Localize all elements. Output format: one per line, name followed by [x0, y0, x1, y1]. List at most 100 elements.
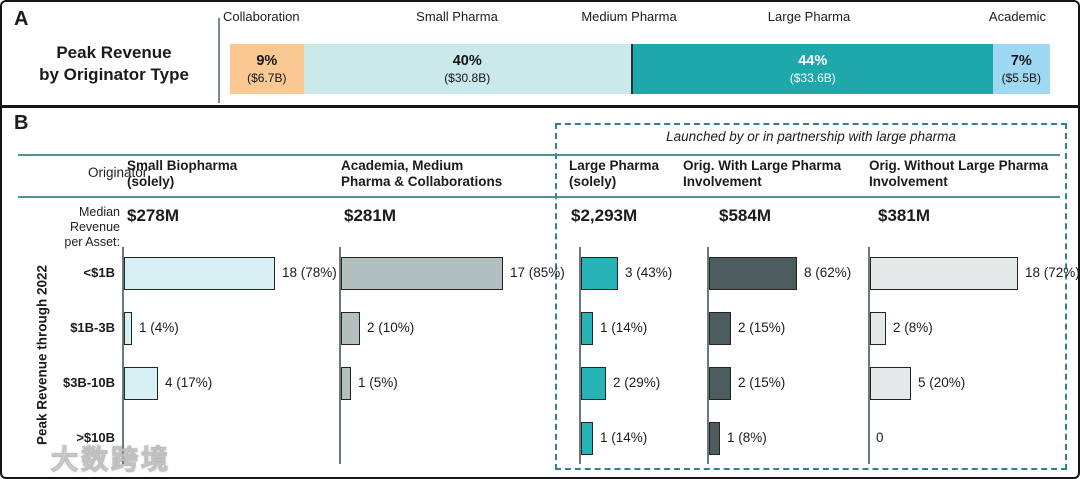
- column-header-2: Large Pharma (solely): [569, 158, 659, 189]
- category-label: <$1B: [83, 265, 115, 280]
- bar-value-label: 1 (8%): [727, 430, 767, 445]
- bar: [870, 312, 886, 345]
- column-header-line: Small Biopharma: [127, 158, 238, 173]
- median-revenue-value: $281M: [344, 206, 396, 225]
- large-pharma-group-box: [555, 123, 1067, 470]
- column-header-line: (solely): [127, 173, 175, 189]
- bar: [581, 367, 606, 400]
- bar-value-label: 8 (62%): [804, 265, 852, 280]
- bar-value-label: 1 (14%): [600, 320, 648, 335]
- category-label: $3B-10B: [62, 375, 115, 390]
- bar-value-label: 1 (14%): [600, 430, 648, 445]
- segment-large-pharma: 44% ($33.6B): [632, 44, 993, 94]
- watermark: 大数跨境: [8, 438, 171, 477]
- bar: [581, 422, 593, 455]
- segment-academic: 7% ($5.5B): [992, 44, 1050, 94]
- header-rule-bottom: [18, 196, 1060, 198]
- column-header-line: Orig. Without Large Pharma: [869, 158, 1049, 173]
- category-label: >$10B: [76, 430, 115, 445]
- bar: [341, 367, 351, 400]
- column-header-line: Large Pharma: [569, 158, 660, 173]
- median-revenue-value: $278M: [127, 206, 179, 225]
- segment-small-pharma: 40% ($30.8B): [303, 44, 631, 94]
- bar-value-label: 2 (8%): [893, 320, 933, 335]
- bar-top-label-medium-pharma: Medium Pharma: [581, 9, 677, 24]
- bar-value-label: 2 (15%): [738, 375, 786, 390]
- chart-axis: [707, 247, 709, 464]
- bar: [709, 312, 731, 345]
- panel-divider-line: [2, 105, 1078, 108]
- column-header-4: Orig. Without Large Pharma Involvement: [869, 158, 1048, 189]
- bar: [870, 257, 1018, 290]
- bar-value-label: 2 (15%): [738, 320, 786, 335]
- watermark-logo-icon: [10, 441, 45, 472]
- bar: [709, 257, 797, 290]
- watermark-text: 大数跨境: [51, 445, 171, 476]
- column-header-line: Orig. With Large Pharma: [683, 158, 842, 173]
- bar: [124, 312, 132, 345]
- column-header-line: Involvement: [683, 173, 762, 189]
- bar-top-label-academic: Academic: [988, 9, 1046, 24]
- median-label-line1: Median Revenue: [69, 205, 120, 234]
- segment-amount-label: ($6.7B): [247, 70, 287, 85]
- median-revenue-value: $381M: [878, 206, 930, 225]
- median-revenue-value: $2,293M: [571, 206, 638, 225]
- segment-amount-label: ($33.6B): [789, 70, 836, 85]
- segment-pct-label: 40%: [452, 53, 482, 70]
- chart-axis: [579, 247, 581, 464]
- column-header-0: Small Biopharma (solely): [127, 158, 237, 189]
- median-revenue-row-label: Median Revenue per Asset:: [28, 205, 120, 250]
- y-axis-label: Peak Revenue through 2022: [34, 264, 50, 446]
- bar-value-label: 0: [876, 430, 884, 445]
- bar: [581, 257, 618, 290]
- segment-divider-medium-pharma: [630, 44, 633, 94]
- bar: [341, 312, 360, 345]
- header-rule-top: [18, 154, 1060, 156]
- chart-axis: [339, 247, 341, 464]
- column-header-1: Academia, Medium Pharma & Collaborations: [341, 158, 502, 189]
- panel-a-title-line2: by Originator Type: [39, 65, 189, 84]
- bar-value-label: 18 (72%): [1025, 265, 1080, 280]
- large-pharma-group-caption: Launched by or in partnership with large…: [666, 129, 956, 144]
- bar-value-label: 2 (10%): [367, 320, 415, 335]
- bar-value-label: 18 (78%): [282, 265, 337, 280]
- bar: [581, 312, 593, 345]
- stacked-bar: 9% ($6.7B) 40% ($30.8B) 44% ($33.6B) 7% ($5.5B): [230, 44, 1050, 94]
- bar-value-label: 5 (20%): [918, 375, 966, 390]
- panel-a-title: Peak Revenue by Originator Type: [10, 42, 218, 86]
- bar-value-label: 17 (85%): [510, 265, 565, 280]
- panel-a-axis-line: [218, 18, 220, 103]
- column-header-line: Academia, Medium: [341, 158, 464, 173]
- column-header-line: (solely): [569, 173, 617, 189]
- bar-value-label: 4 (17%): [165, 375, 213, 390]
- bar-value-label: 1 (4%): [139, 320, 179, 335]
- bar-top-label-collaboration: Collaboration: [223, 9, 300, 24]
- bar: [870, 367, 911, 400]
- bar-top-label-small-pharma: Small Pharma: [416, 9, 498, 24]
- category-label: $1B-3B: [70, 320, 115, 335]
- column-header-line: Involvement: [869, 173, 948, 189]
- panel-a-label: A: [14, 8, 29, 30]
- panel-a-title-line1: Peak Revenue: [56, 43, 172, 62]
- column-header-3: Orig. With Large Pharma Involvement: [683, 158, 841, 189]
- bar: [124, 257, 275, 290]
- bar: [124, 367, 158, 400]
- bar-value-label: 3 (43%): [625, 265, 673, 280]
- bar: [709, 367, 731, 400]
- bar-value-label: 2 (29%): [613, 375, 661, 390]
- chart-axis: [868, 247, 870, 464]
- segment-amount-label: ($30.8B): [444, 70, 491, 85]
- segment-pct-label: 9%: [256, 53, 278, 70]
- segment-collaboration: 9% ($6.7B): [230, 44, 304, 94]
- segment-amount-label: ($5.5B): [1001, 70, 1041, 85]
- bar-top-label-large-pharma: Large Pharma: [767, 9, 851, 24]
- bar-value-label: 1 (5%): [358, 375, 398, 390]
- segment-pct-label: 7%: [1010, 53, 1032, 70]
- median-label-line2: per Asset:: [64, 235, 120, 249]
- bar: [341, 257, 503, 290]
- column-header-line: Pharma & Collaborations: [341, 173, 503, 189]
- chart-axis: [122, 247, 124, 464]
- panel-b-label: B: [14, 112, 29, 134]
- median-revenue-value: $584M: [719, 206, 771, 225]
